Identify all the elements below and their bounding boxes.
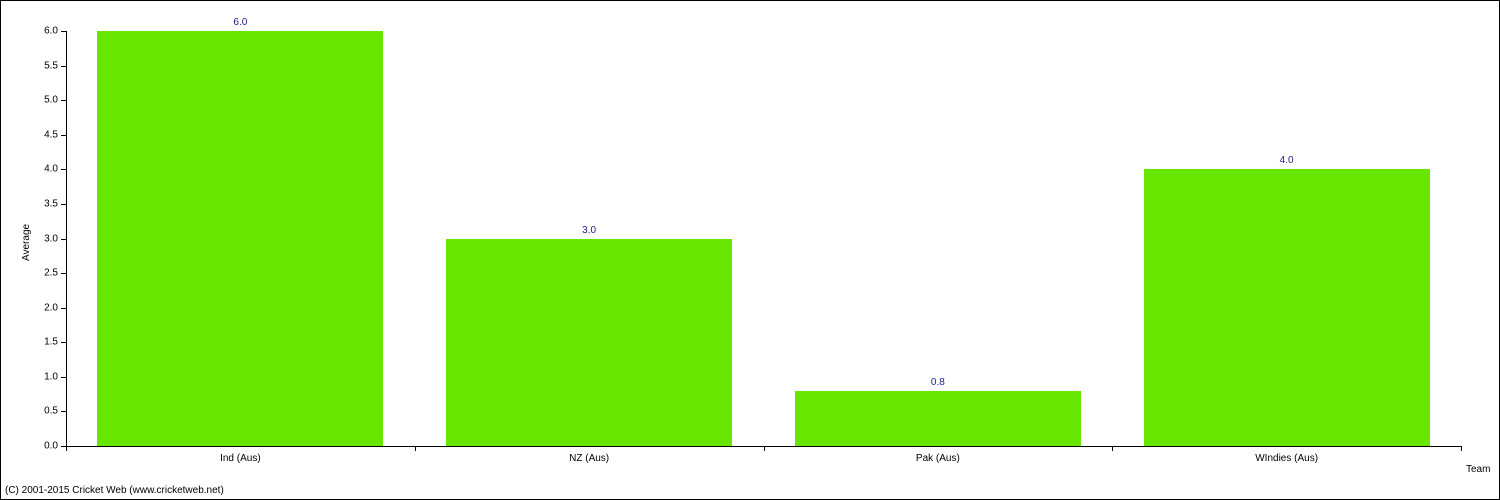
y-tick xyxy=(61,239,66,240)
y-tick xyxy=(61,273,66,274)
y-tick-label: 1.0 xyxy=(1,371,58,382)
y-tick xyxy=(61,66,66,67)
bar xyxy=(446,239,732,447)
bar xyxy=(795,391,1081,446)
bar-value-label: 4.0 xyxy=(1280,155,1294,166)
x-tick xyxy=(66,446,67,451)
y-tick-label: 4.0 xyxy=(1,164,58,175)
y-tick-label: 0.0 xyxy=(1,441,58,452)
y-tick-label: 6.0 xyxy=(1,26,58,37)
y-tick xyxy=(61,135,66,136)
x-tick-label: NZ (Aus) xyxy=(569,453,609,464)
copyright-text: (C) 2001-2015 Cricket Web (www.cricketwe… xyxy=(5,485,224,496)
y-axis-line xyxy=(66,31,67,446)
y-tick-label: 1.5 xyxy=(1,337,58,348)
bar xyxy=(1144,169,1430,446)
y-tick-label: 4.5 xyxy=(1,129,58,140)
x-tick xyxy=(415,446,416,451)
x-tick-label: Ind (Aus) xyxy=(220,453,261,464)
y-tick-label: 2.0 xyxy=(1,302,58,313)
x-tick xyxy=(764,446,765,451)
x-tick xyxy=(1461,446,1462,451)
y-tick-label: 5.0 xyxy=(1,95,58,106)
y-tick xyxy=(61,204,66,205)
y-tick xyxy=(61,342,66,343)
bar-value-label: 6.0 xyxy=(233,17,247,28)
y-tick xyxy=(61,411,66,412)
y-axis-title: Average xyxy=(21,223,32,260)
y-tick-label: 5.5 xyxy=(1,60,58,71)
x-tick-label: Pak (Aus) xyxy=(916,453,960,464)
chart-container: 0.00.51.01.52.02.53.03.54.04.55.05.56.0 … xyxy=(0,0,1500,500)
y-tick-label: 0.5 xyxy=(1,406,58,417)
y-tick xyxy=(61,377,66,378)
bar-value-label: 0.8 xyxy=(931,377,945,388)
bar-value-label: 3.0 xyxy=(582,225,596,236)
x-tick-label: WIndies (Aus) xyxy=(1255,453,1318,464)
x-tick xyxy=(1112,446,1113,451)
y-tick xyxy=(61,169,66,170)
bar xyxy=(97,31,383,446)
y-tick xyxy=(61,31,66,32)
y-tick xyxy=(61,308,66,309)
y-tick-label: 3.5 xyxy=(1,198,58,209)
y-tick xyxy=(61,100,66,101)
y-tick-label: 2.5 xyxy=(1,268,58,279)
x-axis-title: Team xyxy=(1466,464,1490,475)
